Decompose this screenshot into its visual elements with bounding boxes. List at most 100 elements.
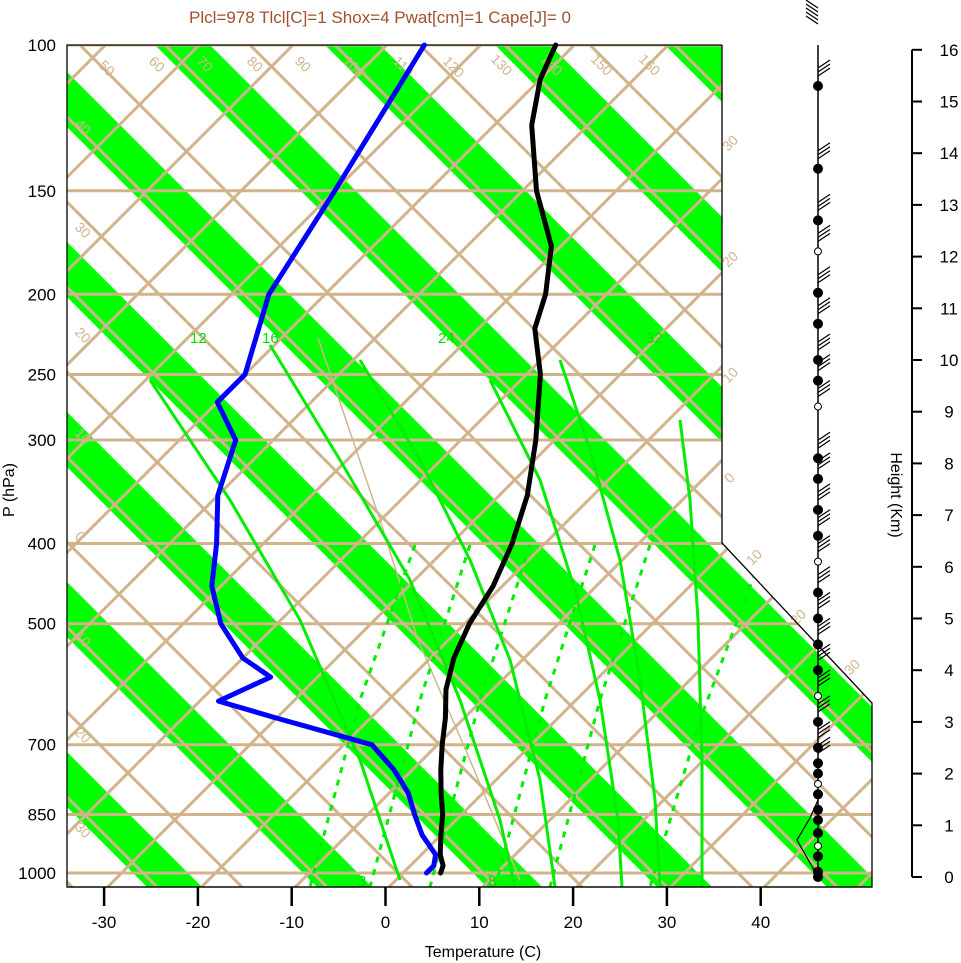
wind-marker bbox=[813, 828, 823, 839]
height-tick-label: 0 bbox=[944, 868, 953, 887]
wind-barb bbox=[817, 673, 831, 683]
mixing-ratio-line bbox=[268, 344, 517, 887]
left-label: 30 bbox=[72, 219, 94, 241]
wind-marker bbox=[813, 742, 823, 753]
wind-barb bbox=[817, 456, 831, 466]
height-tick-label: 12 bbox=[940, 248, 959, 267]
isotherm-line bbox=[67, 45, 824, 887]
pressure-tick-label: 300 bbox=[28, 431, 56, 450]
mixing-ratio-lines bbox=[148, 344, 762, 887]
x-tick-label: 30 bbox=[657, 913, 676, 932]
wind-marker bbox=[813, 375, 823, 386]
x-tick-label: 40 bbox=[751, 913, 770, 932]
isotherm-line bbox=[67, 45, 543, 887]
isotherm-label: 90 bbox=[292, 53, 314, 75]
isotherm-line bbox=[384, 45, 872, 887]
wind-marker bbox=[814, 402, 822, 411]
wind-barb bbox=[817, 224, 831, 234]
wind-marker bbox=[813, 613, 823, 624]
moist-adiabat-line bbox=[317, 337, 521, 881]
wind-barb bbox=[817, 67, 831, 77]
mixing-ratio-bottom-label: 8 bbox=[488, 873, 496, 890]
pressure-tick-label: 100 bbox=[28, 36, 56, 55]
wind-barb bbox=[817, 509, 831, 519]
wind-panel-label: 10 bbox=[743, 546, 765, 568]
wind-barb bbox=[817, 142, 831, 152]
pressure-tick-label: 850 bbox=[28, 806, 56, 825]
height-tick-label: 8 bbox=[944, 454, 953, 473]
wind-barb bbox=[817, 517, 831, 527]
x-tick-label: -30 bbox=[92, 913, 117, 932]
isotherm-line bbox=[67, 45, 637, 887]
wind-barb bbox=[817, 380, 831, 390]
y-axis-label: P (hPa) bbox=[1, 463, 18, 517]
wind-barb bbox=[817, 483, 831, 493]
wind-marker bbox=[813, 789, 823, 800]
wind-barb bbox=[817, 651, 831, 661]
temperature-line bbox=[437, 42, 559, 876]
height-tick-label: 13 bbox=[940, 196, 959, 215]
mixing-ratio-label: 24 bbox=[438, 330, 455, 347]
wind-profile bbox=[796, 0, 831, 882]
wind-barb bbox=[817, 491, 831, 501]
x-axis: -30 -20 -10 0 10 20 30 40 bbox=[67, 886, 872, 932]
wind-marker bbox=[814, 779, 822, 788]
isotherm-line bbox=[665, 45, 872, 887]
wind-barb bbox=[817, 358, 831, 368]
wind-marker bbox=[813, 473, 823, 484]
pressure-tick-label: 250 bbox=[28, 365, 56, 384]
mixing-ratio-line bbox=[558, 359, 662, 887]
wind-marker bbox=[814, 557, 822, 566]
mixing-ratio-label: 12 bbox=[190, 330, 207, 347]
adiabat-band bbox=[67, 45, 635, 887]
sounding-profiles bbox=[209, 42, 559, 876]
adiabat-band bbox=[430, 45, 872, 887]
x-tick-label: 20 bbox=[564, 913, 583, 932]
wind-barb bbox=[817, 388, 831, 398]
adiabat-line bbox=[67, 45, 272, 887]
height-tick-label: 2 bbox=[944, 765, 953, 784]
pressure-tick-label: 500 bbox=[28, 615, 56, 634]
wind-barb bbox=[817, 699, 831, 709]
pressure-tick-label: 150 bbox=[28, 182, 56, 201]
wind-barb bbox=[817, 596, 831, 605]
adiabat-line bbox=[458, 45, 872, 887]
dewpoint-line bbox=[209, 42, 439, 876]
wind-barb bbox=[817, 535, 831, 545]
wind-marker bbox=[813, 318, 823, 329]
wind-marker bbox=[814, 247, 822, 256]
wind-barb bbox=[805, 0, 819, 9]
wind-marker bbox=[814, 841, 822, 850]
chart-title: Plcl=978 Tlcl[C]=1 Shox=4 Pwat[cm]=1 Cap… bbox=[189, 8, 571, 27]
isotherm-line bbox=[67, 45, 449, 887]
height-tick-label: 9 bbox=[944, 403, 953, 422]
wind-barb bbox=[817, 59, 831, 69]
wind-barb bbox=[817, 150, 831, 160]
wind-barb bbox=[817, 63, 831, 73]
mixing-ratio-label: 32 bbox=[646, 330, 663, 347]
right-isotherm-label: 0 bbox=[721, 469, 738, 486]
wind-barb bbox=[817, 625, 831, 635]
wind-barb bbox=[817, 543, 831, 553]
height-tick-label: 11 bbox=[940, 299, 958, 318]
wind-barb bbox=[817, 600, 831, 609]
adiabat-band bbox=[67, 45, 805, 887]
wind-marker bbox=[813, 453, 823, 464]
isotherm-label: 60 bbox=[146, 53, 168, 75]
mixing-ratio-line bbox=[678, 419, 704, 887]
wind-marker bbox=[814, 692, 822, 701]
wind-barb bbox=[817, 274, 831, 284]
height-tick-label: 16 bbox=[940, 41, 959, 60]
x-axis-label: Temperature (C) bbox=[425, 944, 541, 961]
wind-barb bbox=[817, 193, 831, 203]
low-level-wind-line bbox=[796, 799, 819, 878]
wind-marker bbox=[813, 215, 823, 226]
wind-barb bbox=[817, 232, 831, 242]
mixing-ratio-dashed-line bbox=[308, 544, 417, 887]
adiabat-line bbox=[203, 45, 872, 887]
wind-barb bbox=[817, 384, 831, 394]
wind-barb bbox=[817, 301, 831, 311]
wind-barb bbox=[817, 460, 831, 470]
